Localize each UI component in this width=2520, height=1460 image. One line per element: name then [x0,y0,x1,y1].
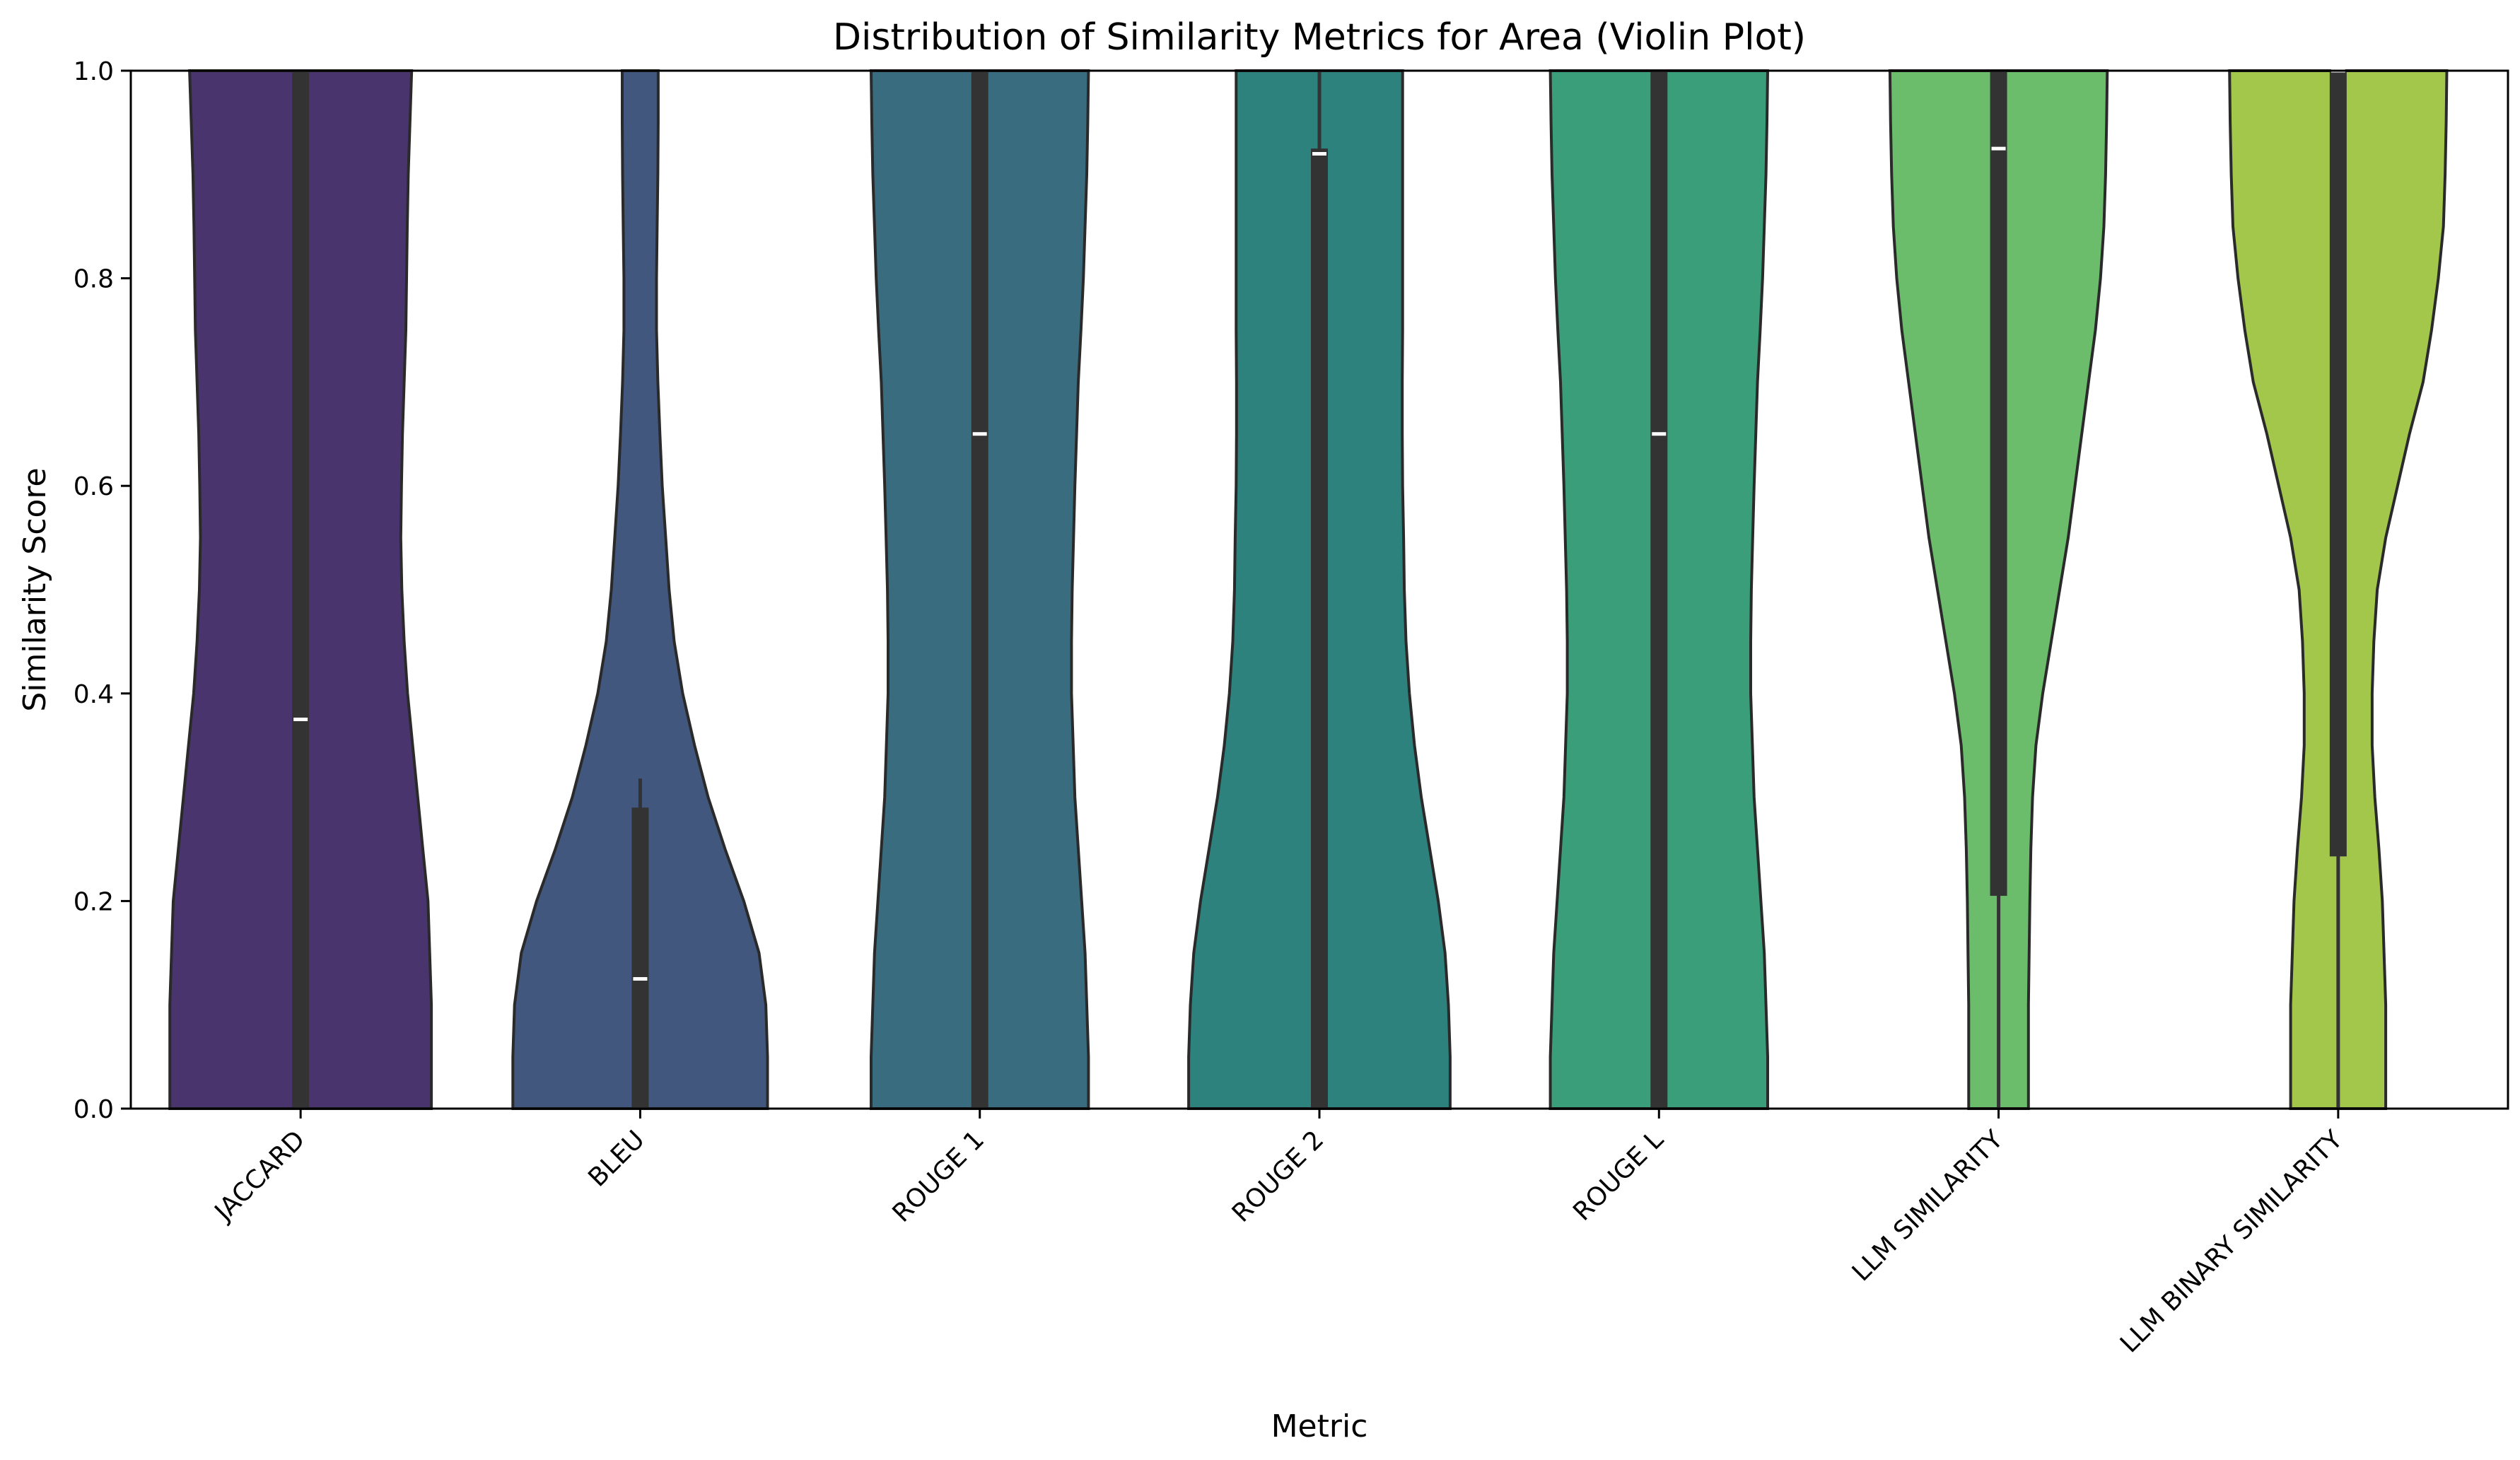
violin-llm-similarity [1888,69,2109,1110]
violin-rouge-2 [1187,69,1452,1110]
y-tick-label: 0.6 [74,472,114,501]
violin-iqr-box [292,71,310,1109]
y-tick-label: 0.4 [74,680,114,709]
y-tick-label: 0.0 [74,1095,114,1124]
y-tick-label: 0.2 [74,887,114,916]
y-axis: 0.0 0.2 0.4 0.6 0.8 1.0 [74,57,131,1124]
violin-iqr-box [971,71,988,1109]
violin-jaccard [168,69,433,1110]
violin-rouge-l [1548,69,1770,1110]
violin-iqr-box [1990,71,2007,897]
violin-iqr-box [1650,71,1668,1109]
x-axis-label: Metric [1271,1408,1368,1444]
violin-iqr-box [2329,71,2347,857]
violin-bleu [511,69,769,1110]
chart-title: Distribution of Similarity Metrics for A… [833,16,1806,59]
violins-group [168,69,2449,1110]
violin-rouge-1 [869,69,1090,1110]
y-tick-label: 1.0 [74,57,114,86]
violin-iqr-box [631,807,649,1109]
y-axis-label: Similarity Score [17,467,53,711]
y-tick-label: 0.8 [74,265,114,294]
violin-iqr-box [1311,148,1328,1109]
